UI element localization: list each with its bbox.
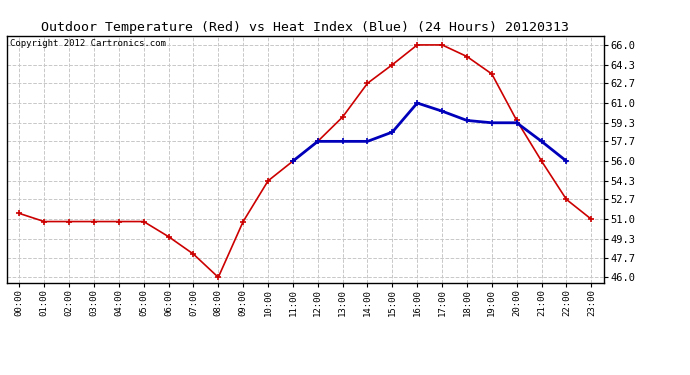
Text: Copyright 2012 Cartronics.com: Copyright 2012 Cartronics.com xyxy=(10,39,166,48)
Title: Outdoor Temperature (Red) vs Heat Index (Blue) (24 Hours) 20120313: Outdoor Temperature (Red) vs Heat Index … xyxy=(41,21,569,34)
